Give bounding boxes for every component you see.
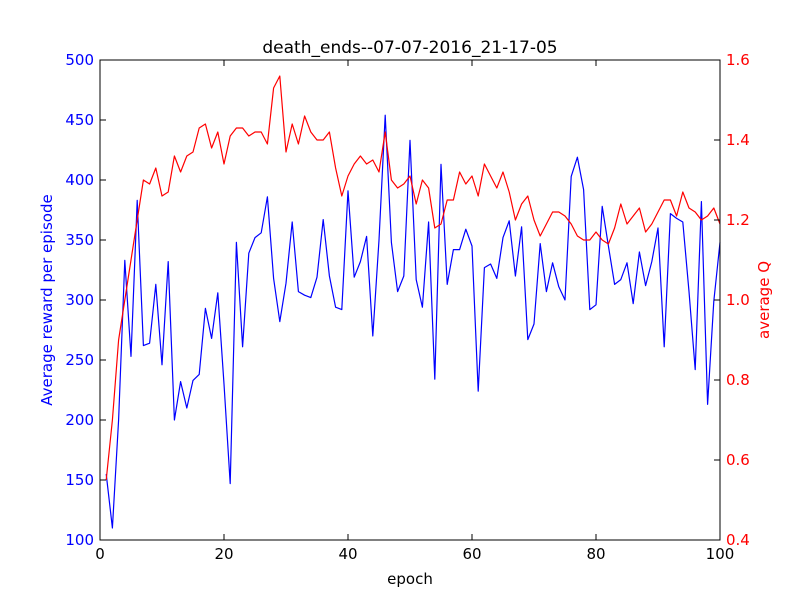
x-tick-label: 0 <box>95 545 105 563</box>
left-y-tick-label: 250 <box>65 351 94 369</box>
x-tick-label: 80 <box>586 545 605 563</box>
x-tick-label: 60 <box>462 545 481 563</box>
left-y-tick-label: 150 <box>65 471 94 489</box>
x-axis-label: epoch <box>387 570 433 588</box>
x-tick-label: 40 <box>338 545 357 563</box>
right-y-tick-label: 1.4 <box>726 131 750 149</box>
series-layer <box>105 75 721 529</box>
left-y-tick-label: 200 <box>65 411 94 429</box>
right-axis-label: average Q <box>755 261 773 339</box>
right-y-tick-label: 1.6 <box>726 51 750 69</box>
left-y-tick-label: 300 <box>65 291 94 309</box>
ticks-layer: 0 20 40 60 80 100 100 150 200 250 300 350 400 450 500 0… <box>65 51 750 563</box>
left-y-tick-label: 100 <box>65 531 94 549</box>
left-y-tick-label: 450 <box>65 111 94 129</box>
x-tick-label: 100 <box>706 545 735 563</box>
right-y-tick-label: 1.2 <box>726 211 750 229</box>
chart-title: death_ends--07-07-2016_21-17-05 <box>262 38 557 58</box>
plot-area <box>100 60 720 540</box>
x-tick-label: 20 <box>214 545 233 563</box>
average-reward-line <box>105 114 721 529</box>
right-y-tick-label: 0.8 <box>726 371 750 389</box>
left-y-tick-label: 350 <box>65 231 94 249</box>
left-y-tick-label: 500 <box>65 51 94 69</box>
left-y-tick-label: 400 <box>65 171 94 189</box>
plot-frame <box>99 59 721 541</box>
left-axis-label: Average reward per episode <box>38 194 56 405</box>
right-y-tick-label: 0.4 <box>726 531 750 549</box>
average-q-line <box>105 75 721 481</box>
right-y-tick-label: 0.6 <box>726 451 750 469</box>
right-y-tick-label: 1.0 <box>726 291 750 309</box>
